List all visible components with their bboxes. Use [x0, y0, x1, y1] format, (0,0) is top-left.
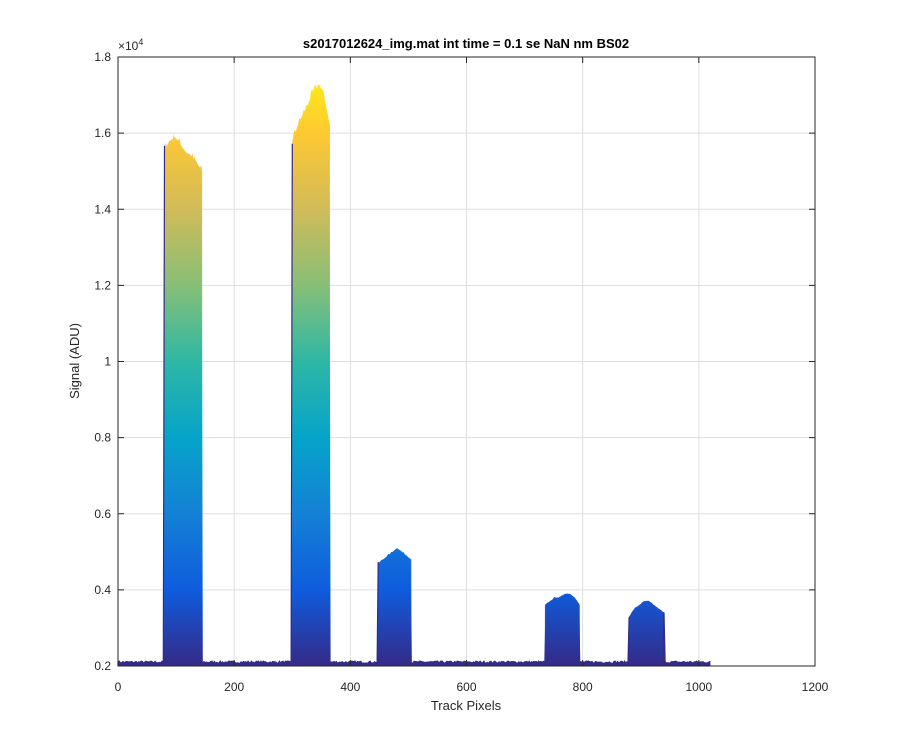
signal-peak — [164, 137, 203, 663]
y-axis-label: Signal (ADU) — [67, 323, 82, 399]
baseline-trace — [117, 143, 711, 666]
x-tick-label: 800 — [573, 680, 593, 694]
x-tick-label: 200 — [224, 680, 244, 694]
signal-peak — [378, 548, 412, 663]
y-exponent-power: 4 — [138, 37, 143, 47]
signal-peak — [629, 601, 664, 663]
series-layer — [117, 84, 711, 666]
tick-layer: 0 200 400 600 800 1000 1200 0.2 0.4 0.6 0.8 1 1.2 1.4… — [94, 50, 828, 694]
y-tick-label: 1.8 — [94, 50, 111, 64]
grid-lines — [118, 57, 815, 666]
y-tick-label: 1.6 — [94, 126, 111, 140]
y-tick-label: 0.2 — [94, 659, 111, 673]
x-tick-label: 600 — [456, 680, 476, 694]
y-axis-exponent: ×104 — [118, 37, 143, 53]
chart-title: s2017012624_img.mat int time = 0.1 se Na… — [303, 36, 629, 51]
y-tick-label: 0.6 — [94, 507, 111, 521]
x-tick-label: 0 — [115, 680, 122, 694]
y-tick-label: 1.2 — [94, 278, 111, 292]
y-tick-label: 0.8 — [94, 431, 111, 445]
y-tick-label: 0.4 — [94, 583, 111, 597]
x-tick-label: 1200 — [802, 680, 829, 694]
y-exponent-base: ×10 — [118, 39, 139, 53]
y-tick-label: 1.4 — [94, 202, 111, 216]
y-tick-label: 1 — [104, 355, 111, 369]
x-axis-label: Track Pixels — [431, 698, 502, 713]
x-tick-label: 1000 — [685, 680, 712, 694]
signal-peak — [292, 84, 330, 663]
x-tick-label: 400 — [340, 680, 360, 694]
signal-peak — [544, 593, 580, 663]
